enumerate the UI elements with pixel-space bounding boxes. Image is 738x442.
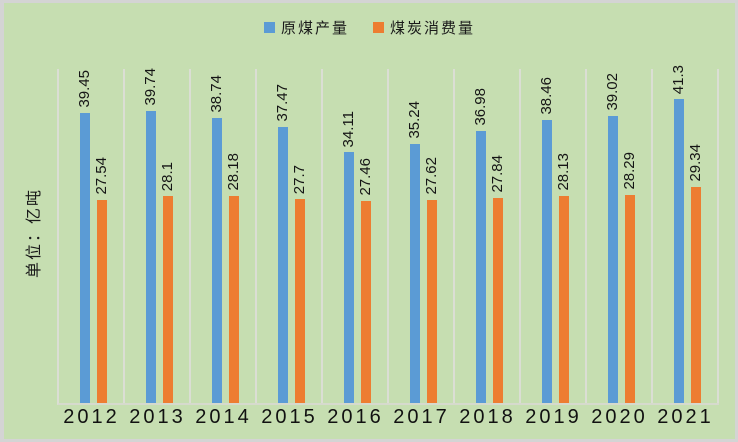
x-axis: 2012 2013 2014 2015 2016 2017 2018 2019 2020 2021 (57, 406, 717, 434)
plot-area: 39.45 27.54 39.74 28.1 38.74 28.18 37.47 27.7 34… (57, 65, 719, 405)
category-group-2012: 39.45 27.54 (59, 69, 125, 403)
legend-swatch-blue-icon (263, 22, 275, 33)
bar-value-label-coal-consumption-2012: 27.54 (93, 157, 110, 195)
bar-value-label-coal-consumption-2013: 28.1 (159, 161, 176, 191)
bar-coal-consumption-2015 (295, 199, 305, 403)
bar-coal-consumption-2013 (163, 196, 173, 403)
bar-value-label-raw-coal-output-2019: 38.46 (538, 77, 555, 115)
legend-label-raw-coal-output: 原煤产量 (280, 20, 349, 37)
x-axis-label-2012: 2012 (63, 406, 120, 428)
x-axis-label-2019: 2019 (525, 406, 582, 428)
bar-coal-consumption-2020 (625, 195, 635, 403)
category-group-2018: 36.98 27.84 (455, 69, 521, 403)
bar-coal-consumption-2021 (691, 187, 701, 403)
bar-coal-consumption-2018 (493, 198, 503, 403)
bar-value-label-raw-coal-output-2015: 37.47 (274, 84, 291, 122)
legend-item-raw-coal-output: 原煤产量 (263, 17, 349, 38)
category-group-2015: 37.47 27.7 (257, 69, 323, 403)
bar-coal-consumption-2016 (361, 201, 371, 403)
bar-value-label-coal-consumption-2021: 29.34 (687, 144, 704, 182)
category-group-2016: 34.11 27.46 (323, 69, 389, 403)
x-axis-label-2016: 2016 (327, 406, 384, 428)
bar-raw-coal-output-2014 (212, 118, 222, 403)
bar-value-label-raw-coal-output-2016: 34.11 (340, 110, 357, 147)
bar-value-label-coal-consumption-2018: 27.84 (489, 155, 506, 193)
legend: 原煤产量 煤炭消费量 (4, 17, 735, 38)
x-axis-label-2021: 2021 (657, 406, 714, 428)
x-axis-label-2014: 2014 (195, 406, 252, 428)
category-group-2020: 39.02 28.29 (587, 69, 653, 403)
bar-value-label-coal-consumption-2019: 28.13 (555, 153, 572, 191)
x-axis-label-2020: 2020 (591, 406, 648, 428)
bar-coal-consumption-2012 (97, 200, 107, 403)
bar-value-label-coal-consumption-2015: 27.7 (291, 164, 308, 194)
bar-raw-coal-output-2012 (80, 113, 90, 403)
category-group-2017: 35.24 27.62 (389, 69, 455, 403)
bar-value-label-coal-consumption-2017: 27.62 (423, 157, 440, 195)
bar-raw-coal-output-2018 (476, 131, 486, 403)
bar-value-label-raw-coal-output-2021: 41.3 (670, 64, 687, 94)
category-group-2013: 39.74 28.1 (125, 68, 191, 403)
bar-coal-consumption-2014 (229, 196, 239, 403)
bar-value-label-coal-consumption-2016: 27.46 (357, 158, 374, 196)
x-axis-label-2017: 2017 (393, 406, 450, 428)
x-axis-label-2015: 2015 (261, 406, 318, 428)
bar-value-label-coal-consumption-2020: 28.29 (621, 152, 638, 190)
legend-item-coal-consumption: 煤炭消费量 (373, 17, 475, 38)
bar-raw-coal-output-2019 (542, 120, 552, 403)
bar-coal-consumption-2017 (427, 200, 437, 403)
bar-coal-consumption-2019 (559, 196, 569, 403)
legend-label-coal-consumption: 煤炭消费量 (390, 20, 476, 37)
bar-value-label-raw-coal-output-2018: 36.98 (472, 88, 489, 126)
bar-raw-coal-output-2013 (146, 111, 156, 403)
bar-value-label-raw-coal-output-2014: 38.74 (208, 75, 225, 113)
bar-raw-coal-output-2020 (608, 116, 618, 403)
bar-value-label-raw-coal-output-2020: 39.02 (604, 73, 621, 111)
bar-raw-coal-output-2015 (278, 127, 288, 403)
bar-value-label-raw-coal-output-2012: 39.45 (76, 70, 93, 108)
bar-raw-coal-output-2017 (410, 144, 420, 403)
y-axis-unit-label: 单位：亿吨 (26, 187, 43, 279)
bar-value-label-raw-coal-output-2013: 39.74 (142, 68, 159, 106)
x-axis-label-2018: 2018 (459, 406, 516, 428)
category-group-2014: 38.74 28.18 (191, 69, 257, 403)
x-axis-label-2013: 2013 (129, 406, 186, 428)
bar-raw-coal-output-2021 (674, 99, 684, 403)
bar-value-label-coal-consumption-2014: 28.18 (225, 153, 242, 191)
category-group-2021: 41.3 29.34 (653, 65, 719, 403)
bar-raw-coal-output-2016 (344, 152, 354, 403)
category-group-2019: 38.46 28.13 (521, 69, 587, 403)
legend-swatch-orange-icon (373, 22, 384, 33)
bar-value-label-raw-coal-output-2017: 35.24 (406, 101, 423, 139)
